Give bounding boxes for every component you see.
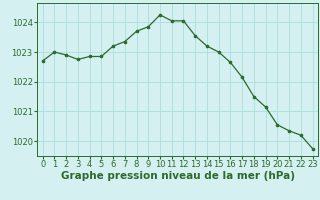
X-axis label: Graphe pression niveau de la mer (hPa): Graphe pression niveau de la mer (hPa) bbox=[60, 171, 295, 181]
